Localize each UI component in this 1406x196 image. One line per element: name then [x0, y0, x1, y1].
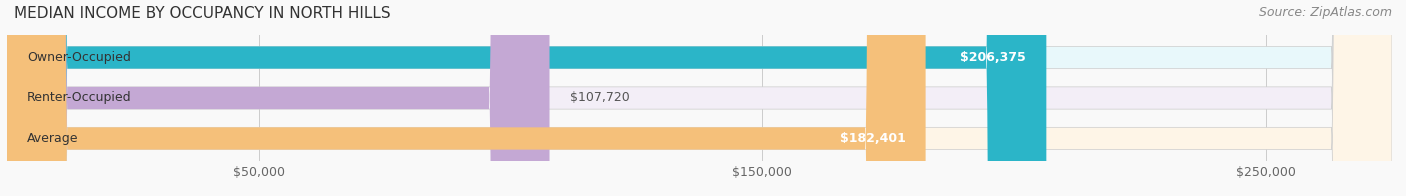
Text: Average: Average — [27, 132, 79, 145]
Text: $107,720: $107,720 — [569, 92, 630, 104]
FancyBboxPatch shape — [7, 0, 925, 196]
FancyBboxPatch shape — [7, 0, 550, 196]
Text: Source: ZipAtlas.com: Source: ZipAtlas.com — [1258, 6, 1392, 19]
FancyBboxPatch shape — [7, 0, 1046, 196]
FancyBboxPatch shape — [7, 0, 1392, 196]
Text: $182,401: $182,401 — [839, 132, 905, 145]
Text: MEDIAN INCOME BY OCCUPANCY IN NORTH HILLS: MEDIAN INCOME BY OCCUPANCY IN NORTH HILL… — [14, 6, 391, 21]
Text: Owner-Occupied: Owner-Occupied — [27, 51, 131, 64]
Text: $206,375: $206,375 — [960, 51, 1026, 64]
Text: Renter-Occupied: Renter-Occupied — [27, 92, 132, 104]
FancyBboxPatch shape — [7, 0, 1392, 196]
FancyBboxPatch shape — [7, 0, 1392, 196]
